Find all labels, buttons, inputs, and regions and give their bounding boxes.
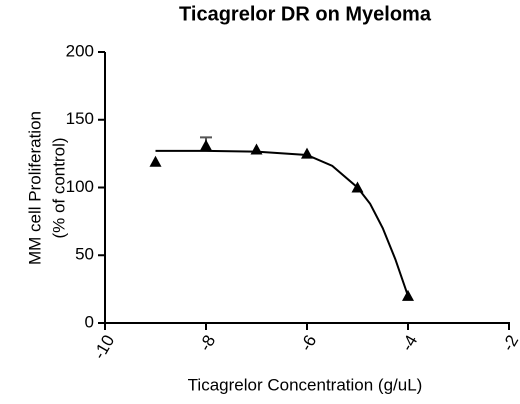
x-tick-label: -10 [90, 332, 119, 363]
y-tick-label: 100 [66, 177, 94, 196]
marker [149, 155, 162, 167]
marker [301, 147, 313, 159]
x-axis-label: Ticagrelor Concentration (g/uL) [188, 375, 423, 394]
y-axis-label: (% of control) [49, 137, 68, 238]
x-tick-label: -6 [296, 332, 320, 355]
marker [402, 289, 414, 301]
marker [200, 139, 212, 151]
marker [351, 181, 364, 193]
y-tick-label: 200 [66, 41, 94, 60]
y-axis-label: MM cell Proliferation [25, 111, 44, 265]
y-tick-label: 50 [75, 245, 94, 264]
fit-curve [155, 149, 409, 297]
x-tick-label: -4 [397, 332, 421, 355]
x-tick-label: -8 [195, 332, 219, 355]
y-tick-label: 0 [85, 312, 94, 331]
chart-title: Ticagrelor DR on Myeloma [179, 3, 432, 25]
x-tick-label: -2 [498, 332, 520, 355]
y-tick-label: 150 [66, 109, 94, 128]
marker [250, 143, 263, 155]
